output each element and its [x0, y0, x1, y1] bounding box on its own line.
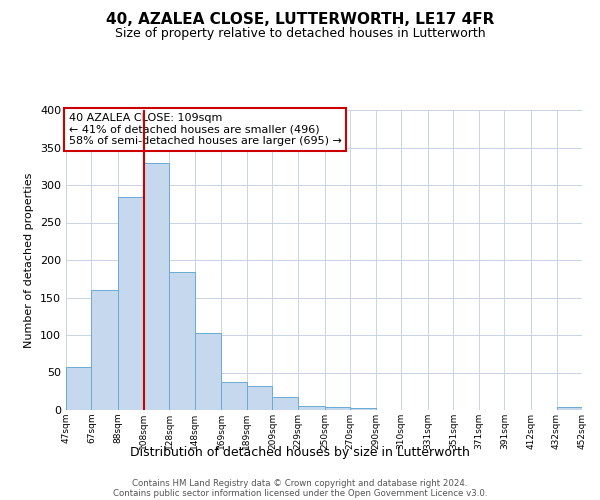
Text: 40 AZALEA CLOSE: 109sqm
← 41% of detached houses are smaller (496)
58% of semi-d: 40 AZALEA CLOSE: 109sqm ← 41% of detache… — [68, 113, 341, 146]
Bar — [194, 333, 221, 410]
Bar — [325, 407, 350, 410]
Bar — [91, 290, 118, 410]
Bar — [298, 406, 325, 410]
Text: Contains public sector information licensed under the Open Government Licence v3: Contains public sector information licen… — [113, 488, 487, 498]
Text: Contains HM Land Registry data © Crown copyright and database right 2024.: Contains HM Land Registry data © Crown c… — [132, 478, 468, 488]
Y-axis label: Number of detached properties: Number of detached properties — [25, 172, 34, 348]
Bar — [66, 367, 91, 410]
Bar — [169, 272, 194, 410]
Text: 40, AZALEA CLOSE, LUTTERWORTH, LE17 4FR: 40, AZALEA CLOSE, LUTTERWORTH, LE17 4FR — [106, 12, 494, 28]
Bar — [247, 386, 272, 410]
Bar — [350, 408, 376, 410]
Bar — [144, 163, 169, 410]
Bar — [557, 407, 582, 410]
Text: Size of property relative to detached houses in Lutterworth: Size of property relative to detached ho… — [115, 28, 485, 40]
Text: Distribution of detached houses by size in Lutterworth: Distribution of detached houses by size … — [130, 446, 470, 459]
Bar — [118, 197, 144, 410]
Bar — [272, 396, 298, 410]
Bar — [221, 382, 247, 410]
